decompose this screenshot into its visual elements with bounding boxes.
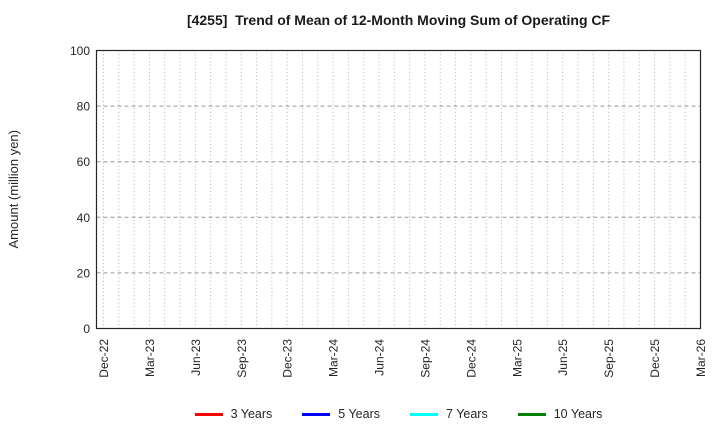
x-tick-label: Sep-24 <box>418 339 432 378</box>
legend-label: 10 Years <box>553 406 603 421</box>
plot-border <box>95 49 702 330</box>
legend-item-10-years: 10 Years <box>517 406 603 421</box>
legend-line-swatch <box>302 412 331 416</box>
legend-label: 3 Years <box>230 406 273 421</box>
x-tick-label: Jun-25 <box>556 339 570 376</box>
x-tick-label: Mar-26 <box>694 339 708 377</box>
x-tick-label: Dec-22 <box>97 339 111 378</box>
x-tick-label: Mar-24 <box>327 339 341 377</box>
y-tick-label: 20 <box>77 266 91 280</box>
legend-item-7-years: 7 Years <box>410 408 488 421</box>
legend-label: 5 Years <box>338 406 381 421</box>
chart-title: [4255] Trend of Mean of 12-Month Moving … <box>186 12 611 28</box>
y-tick-label: 60 <box>77 155 91 169</box>
legend-item-5-years: 5 Years <box>302 408 380 421</box>
x-tick-label: Sep-23 <box>235 339 249 378</box>
x-tick-label: Mar-23 <box>143 339 157 377</box>
legend-line-swatch <box>517 412 546 416</box>
x-tick-label: Jun-23 <box>189 339 203 376</box>
x-tick-label: Mar-25 <box>510 339 524 377</box>
x-tick-label: Jun-24 <box>373 339 387 376</box>
legend-label: 7 Years <box>446 406 488 421</box>
x-tick-label: Dec-24 <box>464 339 478 378</box>
legend-line-swatch <box>194 412 223 416</box>
legend-item-3-years: 3 Years <box>194 406 273 421</box>
x-tick-label: Sep-25 <box>602 339 616 378</box>
x-tick-label: Dec-25 <box>648 339 662 378</box>
x-tick-label: Dec-23 <box>281 339 295 378</box>
legend-line-swatch <box>410 412 439 416</box>
legend: 3 Years 5 Years 7 Years 10 Years <box>96 403 701 425</box>
y-tick-label: 80 <box>77 100 91 114</box>
y-tick-label: 100 <box>70 44 90 58</box>
y-tick-label: 0 <box>83 322 90 336</box>
y-tick-label: 40 <box>77 211 91 225</box>
